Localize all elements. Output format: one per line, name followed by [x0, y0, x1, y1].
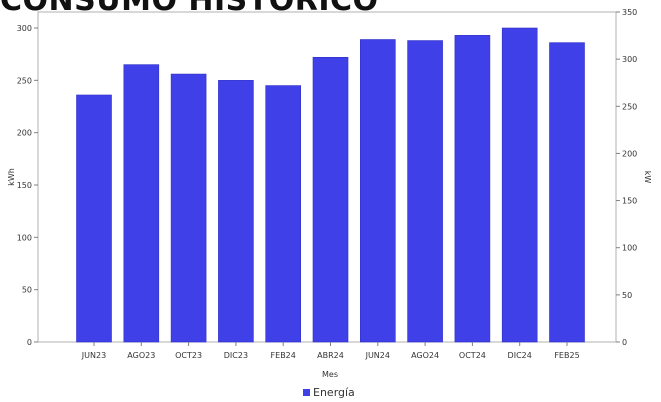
bar [549, 42, 585, 343]
x-tick-label: DIC23 [224, 351, 248, 360]
y2-tick-label: 200 [622, 149, 637, 158]
x-tick-label: AGO23 [127, 351, 155, 360]
y2-tick-label: 150 [622, 197, 637, 206]
x-axis-label: Mes [322, 370, 338, 379]
y-tick-label: 100 [17, 233, 32, 242]
x-tick-label: DIC24 [508, 351, 532, 360]
legend-label: Energía [313, 386, 355, 399]
bar [312, 57, 349, 343]
x-tick-label: JUN24 [365, 351, 390, 360]
y-tick-label: 50 [22, 286, 32, 295]
bar [407, 40, 443, 343]
x-tick-label: JUN23 [81, 351, 106, 360]
y-tick-label: 250 [17, 76, 32, 85]
y-tick-label: 0 [27, 338, 32, 347]
bar [76, 94, 112, 343]
bars [76, 27, 585, 343]
bar [123, 64, 160, 343]
bar [265, 85, 302, 343]
y2-tick-label: 250 [622, 102, 637, 111]
x-axis: JUN23 AGO23 OCT23 DIC23 FEB24 ABR24 JUN24 AGO24… [81, 342, 580, 360]
y-axis-label: kWh [7, 168, 16, 186]
y-tick-label: 300 [17, 24, 32, 33]
x-tick-label: FEB24 [271, 351, 296, 360]
y2-tick-label: 350 [622, 8, 637, 17]
y-tick-label: 200 [17, 129, 32, 138]
y2-tick-label: 0 [622, 338, 627, 347]
x-tick-label: AGO24 [411, 351, 439, 360]
x-tick-label: ABR24 [317, 351, 344, 360]
y-axis-right: 0 50 100 150 200 250 300 350 [616, 8, 637, 347]
bar [454, 35, 491, 343]
y2-tick-label: 50 [622, 291, 632, 300]
bar [501, 27, 538, 343]
y-tick-label: 150 [17, 181, 32, 190]
y2-axis-label: kW [643, 171, 652, 184]
y-axis-left: 0 50 100 150 200 250 300 [17, 24, 38, 347]
x-tick-label: OCT24 [459, 351, 486, 360]
legend-swatch [303, 389, 310, 396]
bar [170, 73, 207, 343]
bar [218, 80, 254, 343]
y2-tick-label: 300 [622, 55, 637, 64]
y2-tick-label: 100 [622, 244, 637, 253]
x-tick-label: FEB25 [554, 351, 579, 360]
legend: Energía [303, 386, 355, 399]
x-tick-label: OCT23 [175, 351, 202, 360]
bar [359, 39, 396, 343]
